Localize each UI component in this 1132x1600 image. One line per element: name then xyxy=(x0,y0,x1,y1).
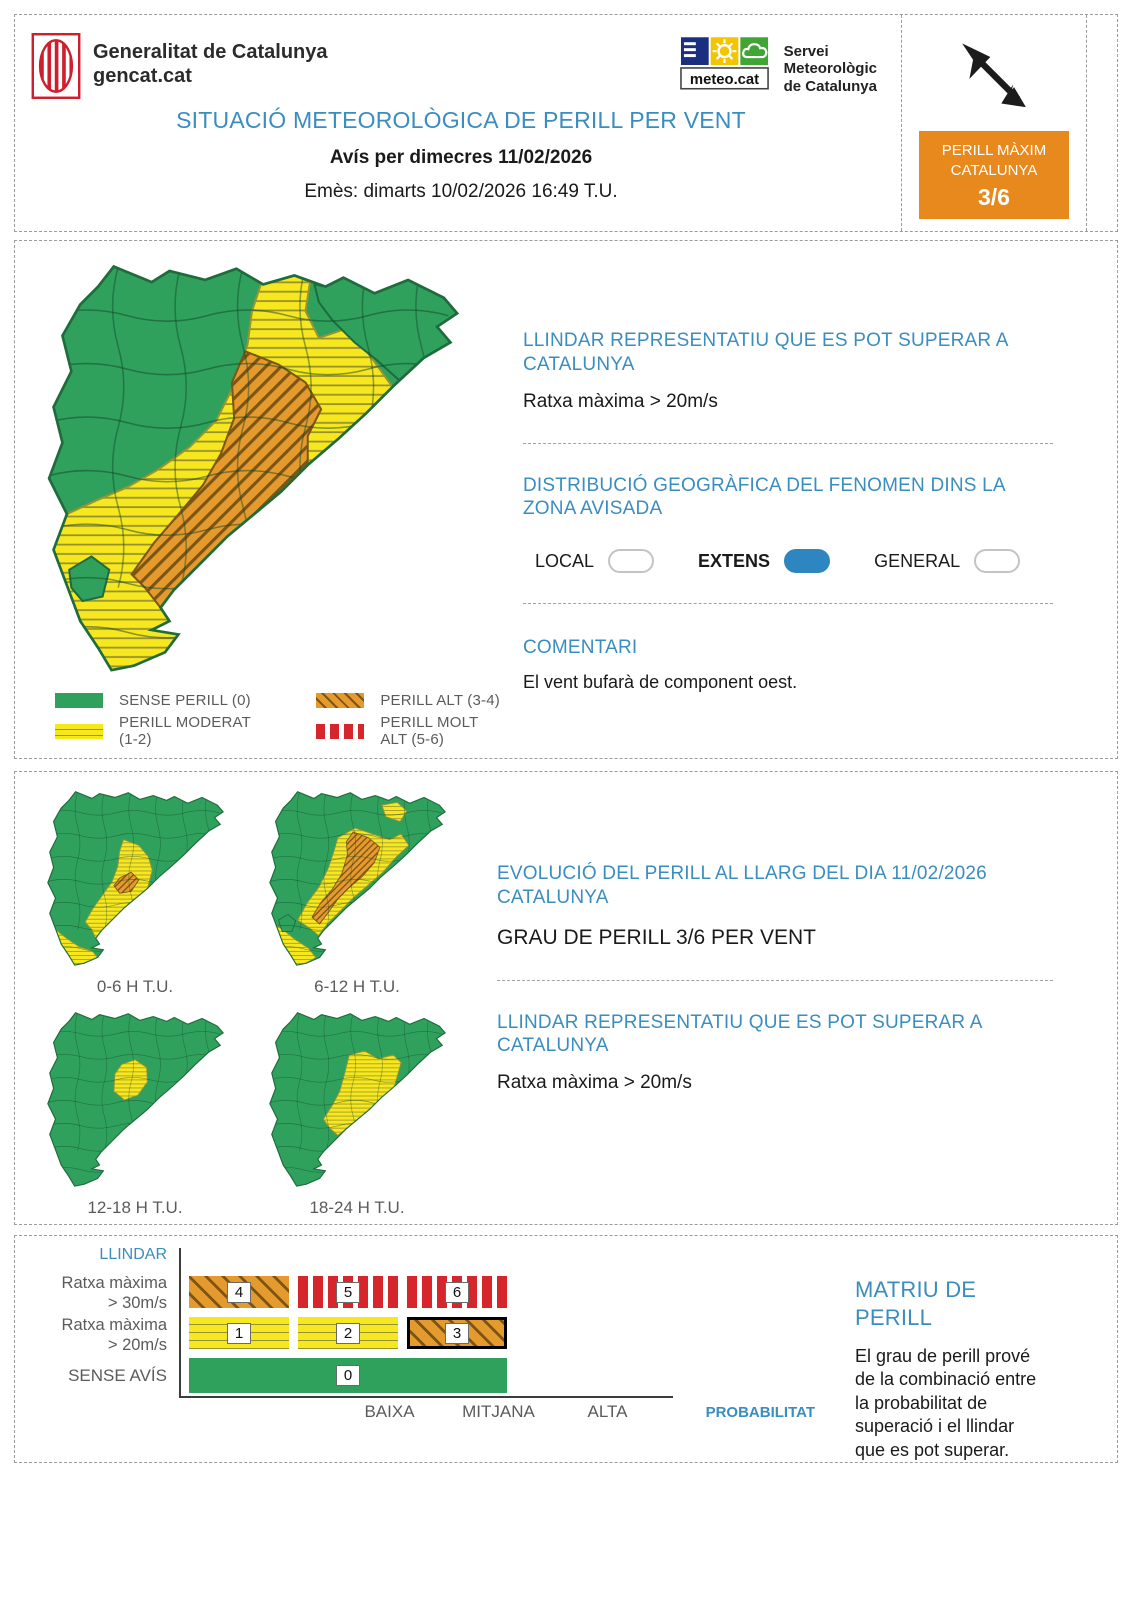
distribution-toggles: LOCAL EXTENS GENERAL xyxy=(523,549,1053,573)
wind-direction-arrow-icon xyxy=(962,43,1026,108)
matrix-y-axis-label: LLINDAR xyxy=(99,1246,167,1263)
comment-heading: COMENTARI xyxy=(523,637,638,658)
legend-item: SENSE PERILL (0) xyxy=(55,692,262,709)
matrix-cell: 0 xyxy=(189,1358,507,1393)
evolution-section: 0-6 H T.U. 6-12 H T.U. 12-18 H T.U. 18-2… xyxy=(14,771,1118,1225)
toggle-extens[interactable]: EXTENS xyxy=(698,549,831,573)
matrix-heading: MATRIU DE PERILL xyxy=(855,1277,977,1330)
matrix-row-label-no-warning: SENSE AVÍS xyxy=(68,1366,167,1385)
legend-swatch-green xyxy=(55,693,103,708)
evolution-heading: EVOLUCIÓ DEL PERILL AL LLARG DEL DIA 11/… xyxy=(497,863,987,908)
toggle-local-pill[interactable] xyxy=(608,549,655,573)
map-catalonia-0-6 xyxy=(35,786,235,973)
meteocat-wordmark: meteo.cat xyxy=(690,72,759,88)
separator xyxy=(523,442,1053,444)
issued-timestamp: Emès: dimarts 10/02/2026 16:49 T.U. xyxy=(304,181,618,202)
matrix-cell: 6 xyxy=(407,1276,507,1308)
senyera-logo-icon xyxy=(31,33,81,99)
matrix-x-axis-label: PROBABILITAT xyxy=(705,1403,815,1421)
header-main: Generalitat de Catalunya gencat.cat xyxy=(15,15,901,231)
danger-grade-text: GRAU DE PERILL 3/6 PER VENT xyxy=(497,925,816,949)
separator xyxy=(523,603,1053,604)
max-danger-label-1: PERILL MÀXIM xyxy=(941,142,1047,159)
distribution-heading: DISTRIBUCIÓ GEOGRÀFICA DEL FENOMEN DINS … xyxy=(523,474,1006,520)
legend-swatch-orange xyxy=(316,693,365,708)
map-catalonia-overview xyxy=(29,253,501,682)
toggle-local[interactable]: LOCAL xyxy=(535,549,655,573)
matrix-col-label: BAIXA xyxy=(364,1402,415,1421)
gencat-brand: Generalitat de Catalunya gencat.cat xyxy=(31,33,328,99)
map-catalonia-12-18 xyxy=(35,1007,235,1194)
matrix-col-label: MITJANA xyxy=(462,1402,535,1421)
toggle-extens-pill[interactable] xyxy=(784,549,831,573)
matrix-cell: 4 xyxy=(189,1276,289,1308)
map-caption: 12-18 H T.U. xyxy=(87,1198,183,1217)
gencat-brand-line2: gencat.cat xyxy=(93,64,192,87)
matrix-row-label-30ms: Ratxa màxima > 30m/s xyxy=(61,1274,167,1312)
threshold-heading: LLINDAR REPRESENTATIU QUE ES POT SUPERAR… xyxy=(523,330,1009,375)
matrix-cell-current: 3 xyxy=(407,1317,507,1349)
max-danger-value: 3/6 xyxy=(978,183,1010,210)
threshold-value: Ratxa màxima > 20m/s xyxy=(523,390,718,412)
matrix-col-label: ALTA xyxy=(587,1402,628,1421)
danger-matrix-section: LLINDAR Ratxa màxima > 30m/s Ratxa màxim… xyxy=(14,1235,1118,1463)
meteocat-brand: meteo.cat Servei Meteorològic de Catalun… xyxy=(679,33,877,95)
gencat-brand-text: Generalitat de Catalunya gencat.cat xyxy=(93,33,328,88)
map-figure-12-18: 12-18 H T.U. xyxy=(35,1007,235,1218)
toggle-general[interactable]: GENERAL xyxy=(874,549,1021,573)
map-figure-18-24: 18-24 H T.U. xyxy=(257,1007,457,1218)
matrix-row-label-20ms: Ratxa màxima > 20m/s xyxy=(61,1316,167,1354)
smc-name: Servei Meteorològic de Catalunya xyxy=(783,43,877,95)
header-gap xyxy=(1087,15,1117,231)
comment-text: El vent bufarà de component oest. xyxy=(523,671,798,692)
map-caption: 0-6 H T.U. xyxy=(96,977,174,996)
page-title: SITUACIÓ METEOROLÒGICA DE PERILL PER VEN… xyxy=(176,107,746,133)
max-danger-label-2: CATALUNYA xyxy=(950,162,1038,180)
map-catalonia-6-12 xyxy=(257,786,457,973)
map-catalonia-18-24 xyxy=(257,1007,457,1194)
map-caption: 6-12 H T.U. xyxy=(314,977,400,996)
max-danger-badge: PERILL MÀXIM CATALUNYA 3/6 xyxy=(919,131,1069,219)
matrix-x-labels: BAIXA MITJANA ALTA PROBABILITAT xyxy=(327,1402,821,1422)
matrix-cell: 5 xyxy=(298,1276,398,1308)
gencat-brand-line1: Generalitat de Catalunya xyxy=(93,41,328,63)
danger-legend: SENSE PERILL (0) PERILL MODERAT (1-2) PE… xyxy=(55,692,501,748)
matrix-grid: 4 5 6 1 2 3 0 xyxy=(179,1248,673,1398)
legend-swatch-red xyxy=(316,723,365,739)
matrix-description: El grau de perill prové de la combinació… xyxy=(855,1346,1037,1460)
evolution-maps: 0-6 H T.U. 6-12 H T.U. 12-18 H T.U. 18-2… xyxy=(15,772,485,1218)
meteocat-logo-icon: meteo.cat xyxy=(679,37,769,90)
warning-map-section: SENSE PERILL (0) PERILL MODERAT (1-2) PE… xyxy=(14,240,1118,759)
map-caption: 18-24 H T.U. xyxy=(309,1198,405,1217)
legend-item: PERILL ALT (3-4) xyxy=(316,692,501,709)
matrix-cell: 1 xyxy=(189,1317,289,1349)
max-danger-column: PERILL MÀXIM CATALUNYA 3/6 xyxy=(901,15,1087,231)
header-section: Generalitat de Catalunya gencat.cat xyxy=(14,14,1118,232)
separator xyxy=(497,979,1053,981)
legend-item: PERILL MOLT ALT (5-6) xyxy=(316,714,501,748)
warning-date: Avís per dimecres 11/02/2026 xyxy=(329,147,593,168)
legend-swatch-yellow xyxy=(55,723,103,739)
danger-matrix-chart: LLINDAR Ratxa màxima > 30m/s Ratxa màxim… xyxy=(15,1236,821,1462)
map-figure-6-12: 6-12 H T.U. xyxy=(257,786,457,997)
legend-item: PERILL MODERAT (1-2) xyxy=(55,714,262,748)
map-figure-0-6: 0-6 H T.U. xyxy=(35,786,235,997)
toggle-general-pill[interactable] xyxy=(974,549,1021,573)
evolution-threshold-heading: LLINDAR REPRESENTATIU QUE ES POT SUPERAR… xyxy=(497,1011,983,1057)
matrix-cell: 2 xyxy=(298,1317,398,1349)
evolution-threshold-value: Ratxa màxima > 20m/s xyxy=(497,1072,692,1093)
